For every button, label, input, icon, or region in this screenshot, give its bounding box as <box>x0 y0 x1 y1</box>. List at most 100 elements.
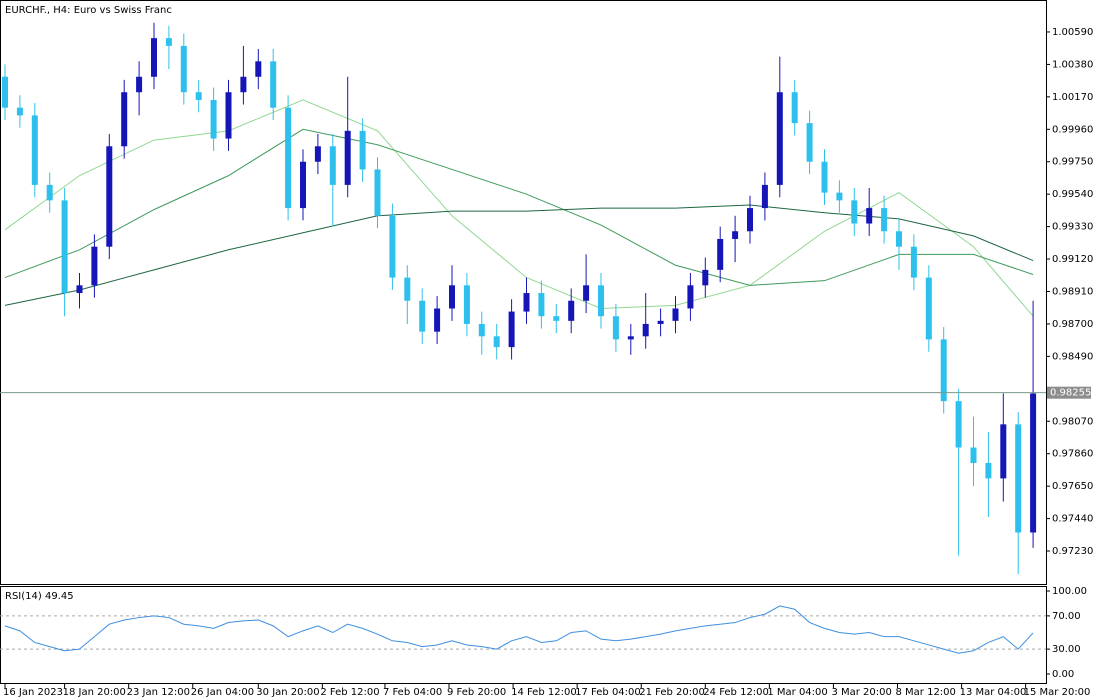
candle-body <box>300 161 306 209</box>
candle-body <box>821 161 828 193</box>
candle-body <box>702 269 709 286</box>
candle-body <box>538 293 545 317</box>
y-tick-label: 70.00 <box>1052 611 1081 622</box>
main-panel-frame <box>0 0 1047 585</box>
candle-body <box>970 447 977 463</box>
candle-body <box>46 184 53 201</box>
x-tick-label: 9 Feb 20:00 <box>447 687 506 698</box>
x-tick-label: 26 Jan 04:00 <box>191 687 254 698</box>
y-tick-label: 1.00380 <box>1052 59 1093 70</box>
candle-body <box>866 208 873 224</box>
candle-body <box>925 277 932 340</box>
candle-body <box>359 130 366 170</box>
x-tick-label: 13 Mar 04:00 <box>960 687 1027 698</box>
x-tick-label: 15 Mar 20:00 <box>1024 687 1091 698</box>
y-tick-label: 0.97860 <box>1052 449 1093 460</box>
candle-body <box>940 339 947 402</box>
candle-body <box>612 316 619 340</box>
rsi-title: RSI(14) 49.45 <box>5 591 74 602</box>
candle-body <box>106 146 113 247</box>
candle-body <box>210 99 217 139</box>
candle-body <box>449 285 455 309</box>
y-tick-label: 0.99330 <box>1052 222 1093 233</box>
moving-average <box>4 99 1034 317</box>
y-tick-label: 0.98910 <box>1052 286 1093 297</box>
candle-body <box>910 246 917 278</box>
candle-body <box>165 38 172 46</box>
candle-body <box>2 76 8 108</box>
rsi-panel-frame <box>0 586 1047 684</box>
candle-body <box>553 316 560 321</box>
candle-body <box>76 285 83 294</box>
candle-body <box>91 246 98 286</box>
candle-body <box>747 208 753 232</box>
candle-body <box>836 192 843 201</box>
candle-body <box>896 231 902 247</box>
y-tick-label: 0.97230 <box>1052 546 1093 557</box>
moving-average <box>4 204 1034 306</box>
y-tick-label: 0.99120 <box>1052 254 1093 265</box>
chart-title: EURCHF., H4: Euro vs Swiss Franc <box>5 5 172 16</box>
x-tick-label: 7 Feb 04:00 <box>383 687 442 698</box>
candle-body <box>508 311 515 348</box>
candle-body <box>136 76 143 93</box>
candle-body <box>627 336 634 340</box>
x-tick-label: 3 Mar 20:00 <box>831 687 891 698</box>
y-tick-label: 0.98070 <box>1052 416 1093 427</box>
candle-body <box>404 277 411 301</box>
y-tick-label: 0.97650 <box>1052 481 1093 492</box>
candle-body <box>732 231 739 239</box>
y-tick-label: 100.00 <box>1052 586 1087 597</box>
candle-body <box>687 285 694 309</box>
candle-body <box>806 123 813 162</box>
x-tick-label: 8 Mar 12:00 <box>896 687 956 698</box>
candle-body <box>389 215 396 278</box>
candle-body <box>881 208 888 232</box>
candle-body <box>240 76 247 93</box>
y-tick-label: 0.99960 <box>1052 124 1093 135</box>
candle-body <box>463 285 470 324</box>
candle-body <box>672 308 679 321</box>
candle-body <box>985 462 992 479</box>
candle-body <box>1030 393 1037 533</box>
candle-body <box>344 130 351 185</box>
candle-body <box>270 61 277 108</box>
candle-body <box>598 285 604 317</box>
candle-body <box>955 401 962 448</box>
candle-body <box>374 169 381 216</box>
candle-body <box>419 300 426 332</box>
y-tick-label: 1.00590 <box>1052 27 1093 38</box>
x-tick-label: 2 Feb 12:00 <box>320 687 379 698</box>
candle-body <box>329 146 336 185</box>
candle-body <box>776 92 783 185</box>
current-price-box <box>1047 386 1091 399</box>
candle-body <box>523 293 530 312</box>
candle-body <box>16 107 23 116</box>
candle-body <box>121 92 128 147</box>
x-tick-label: 1 Mar 04:00 <box>767 687 827 698</box>
y-tick-label: 1.00170 <box>1052 92 1093 103</box>
candle-body <box>478 323 485 337</box>
candle-body <box>195 92 202 100</box>
candle-body <box>1015 424 1022 533</box>
candle-body <box>434 308 441 332</box>
candle-body <box>61 200 68 294</box>
candle-body <box>717 238 724 270</box>
candle-body <box>255 61 262 77</box>
candle-body <box>151 38 157 77</box>
candle-body <box>791 92 798 124</box>
candle-body <box>761 184 768 209</box>
y-tick-label: 0.98700 <box>1052 319 1093 330</box>
y-tick-label: 0.99540 <box>1052 189 1093 200</box>
moving-average <box>4 128 1034 286</box>
candle-body <box>31 115 38 185</box>
candle-body <box>180 45 187 93</box>
x-tick-label: 30 Jan 20:00 <box>256 687 319 698</box>
y-tick-label: 0.98490 <box>1052 351 1093 362</box>
candle-body <box>285 107 292 209</box>
y-tick-label: 0.97440 <box>1052 514 1093 525</box>
candle-body <box>657 320 664 324</box>
candle-body <box>1000 424 1007 479</box>
x-tick-label: 17 Feb 04:00 <box>575 687 641 698</box>
